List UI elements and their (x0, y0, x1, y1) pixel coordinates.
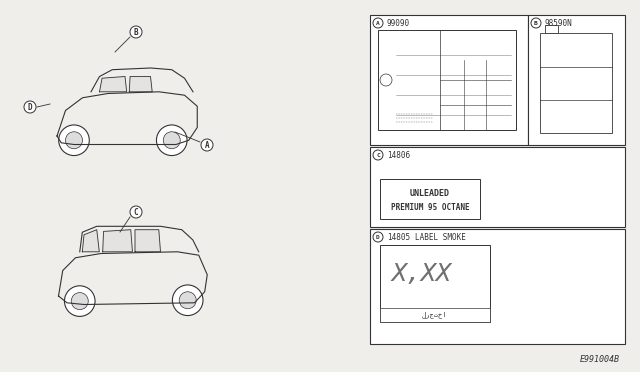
Text: D: D (376, 234, 380, 240)
Circle shape (373, 150, 383, 160)
Bar (540, 33, 612, 133)
Circle shape (172, 285, 203, 315)
Circle shape (71, 293, 88, 310)
Circle shape (156, 125, 187, 155)
Polygon shape (135, 230, 161, 252)
Text: B: B (134, 28, 138, 36)
FancyBboxPatch shape (370, 147, 625, 227)
Bar (380, 308, 490, 322)
Text: LABEL SMOKE: LABEL SMOKE (415, 232, 466, 241)
Text: B: B (534, 20, 538, 26)
Circle shape (130, 26, 142, 38)
Text: UNLEADED: UNLEADED (410, 189, 450, 198)
Text: 14805: 14805 (387, 232, 410, 241)
Circle shape (24, 101, 36, 113)
Bar (378, 30, 516, 130)
Text: C: C (376, 153, 380, 157)
Circle shape (65, 286, 95, 317)
FancyBboxPatch shape (370, 229, 625, 344)
Circle shape (59, 125, 90, 155)
FancyBboxPatch shape (528, 15, 625, 145)
Polygon shape (83, 230, 99, 252)
Text: A: A (376, 20, 380, 26)
Text: 99090: 99090 (387, 19, 410, 28)
Bar (380, 245, 490, 322)
Text: PREMIUM 95 OCTANE: PREMIUM 95 OCTANE (390, 202, 469, 212)
FancyBboxPatch shape (370, 15, 528, 145)
Text: E991004B: E991004B (580, 355, 620, 364)
Text: 14806: 14806 (387, 151, 410, 160)
Bar (380, 179, 480, 219)
Polygon shape (102, 230, 132, 252)
Polygon shape (545, 25, 558, 33)
Circle shape (531, 18, 541, 28)
Circle shape (373, 18, 383, 28)
Text: D: D (28, 103, 32, 112)
Text: C: C (134, 208, 138, 217)
Polygon shape (99, 77, 127, 92)
Polygon shape (129, 77, 152, 92)
Circle shape (373, 232, 383, 242)
Text: لرجتخا: لرجتخا (422, 312, 448, 318)
Circle shape (163, 132, 180, 149)
Circle shape (179, 292, 196, 309)
Text: X,XX: X,XX (392, 262, 452, 286)
Circle shape (130, 206, 142, 218)
Text: A: A (205, 141, 209, 150)
Circle shape (380, 74, 392, 86)
Circle shape (65, 132, 83, 149)
Text: 98590N: 98590N (545, 19, 573, 28)
Circle shape (201, 139, 213, 151)
